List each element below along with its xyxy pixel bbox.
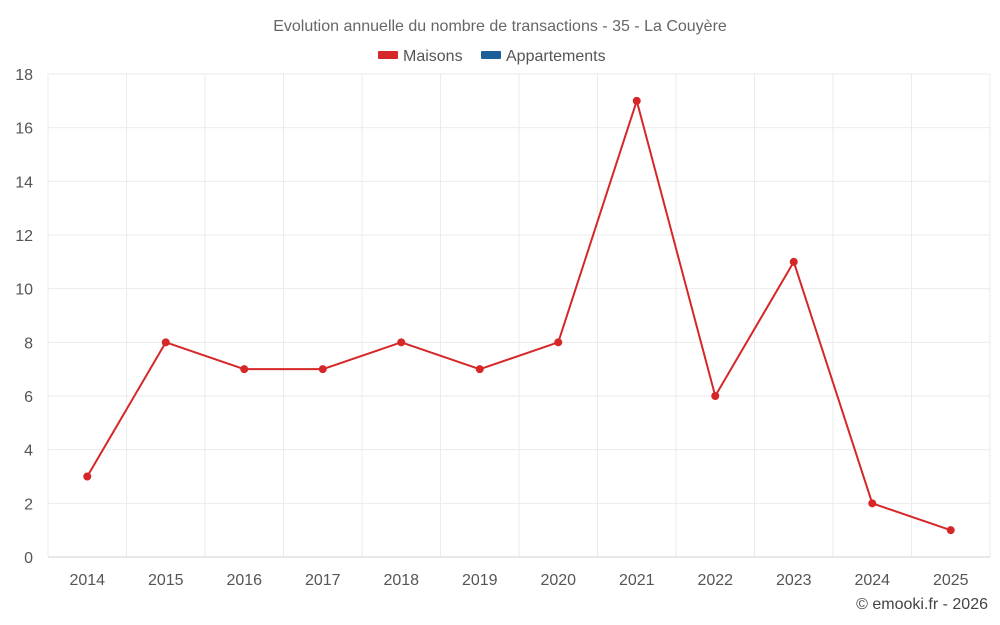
y-tick-label: 8	[24, 335, 33, 352]
x-tick-label: 2016	[226, 572, 262, 589]
y-tick-label: 10	[15, 282, 33, 299]
y-tick-label: 6	[24, 389, 33, 406]
data-point[interactable]	[946, 526, 955, 535]
data-point[interactable]	[868, 499, 877, 508]
y-tick-label: 2	[24, 496, 33, 513]
x-tick-label: 2022	[697, 572, 733, 589]
x-axis-ticks: 2014 2015 2016 2017 2018 2019 2020 2021 2022 2023…	[69, 572, 968, 589]
legend-label-appartements[interactable]: Appartements	[506, 48, 606, 65]
legend-swatch-maisons[interactable]	[378, 51, 398, 59]
x-tick-label: 2017	[305, 572, 341, 589]
y-tick-label: 14	[15, 174, 33, 191]
x-tick-label: 2014	[69, 572, 105, 589]
x-tick-label: 2019	[462, 572, 498, 589]
grid	[47, 73, 991, 557]
x-tick-label: 2018	[383, 572, 419, 589]
y-tick-label: 16	[15, 121, 33, 138]
data-point[interactable]	[632, 96, 641, 105]
data-point[interactable]	[83, 472, 92, 481]
legend-swatch-appartements[interactable]	[481, 51, 501, 59]
x-tick-label: 2021	[619, 572, 655, 589]
data-point[interactable]	[161, 338, 170, 347]
chart-title: Evolution annuelle du nombre de transact…	[273, 18, 727, 35]
x-tick-label: 2015	[148, 572, 184, 589]
y-tick-label: 18	[15, 67, 33, 84]
x-tick-label: 2023	[776, 572, 812, 589]
x-tick-label: 2025	[933, 572, 969, 589]
y-axis-ticks: 0 2 4 6 8 10 12 14 16 18	[15, 67, 33, 567]
data-point[interactable]	[475, 365, 484, 374]
y-tick-label: 12	[15, 228, 33, 245]
data-point[interactable]	[318, 365, 327, 374]
legend-label-maisons[interactable]: Maisons	[403, 48, 463, 65]
series-line-maisons	[86, 99, 952, 532]
y-tick-label: 4	[24, 443, 33, 460]
x-tick-label: 2024	[854, 572, 890, 589]
x-tick-label: 2020	[540, 572, 576, 589]
legend[interactable]: Maisons Appartements	[378, 48, 606, 65]
data-point[interactable]	[789, 257, 798, 266]
series	[83, 96, 955, 535]
data-point[interactable]	[240, 365, 249, 374]
data-point[interactable]	[397, 338, 406, 347]
y-tick-label: 0	[24, 550, 33, 567]
footer-credit: © emooki.fr - 2026	[856, 596, 988, 613]
data-point[interactable]	[554, 338, 563, 347]
data-point[interactable]	[711, 392, 720, 400]
